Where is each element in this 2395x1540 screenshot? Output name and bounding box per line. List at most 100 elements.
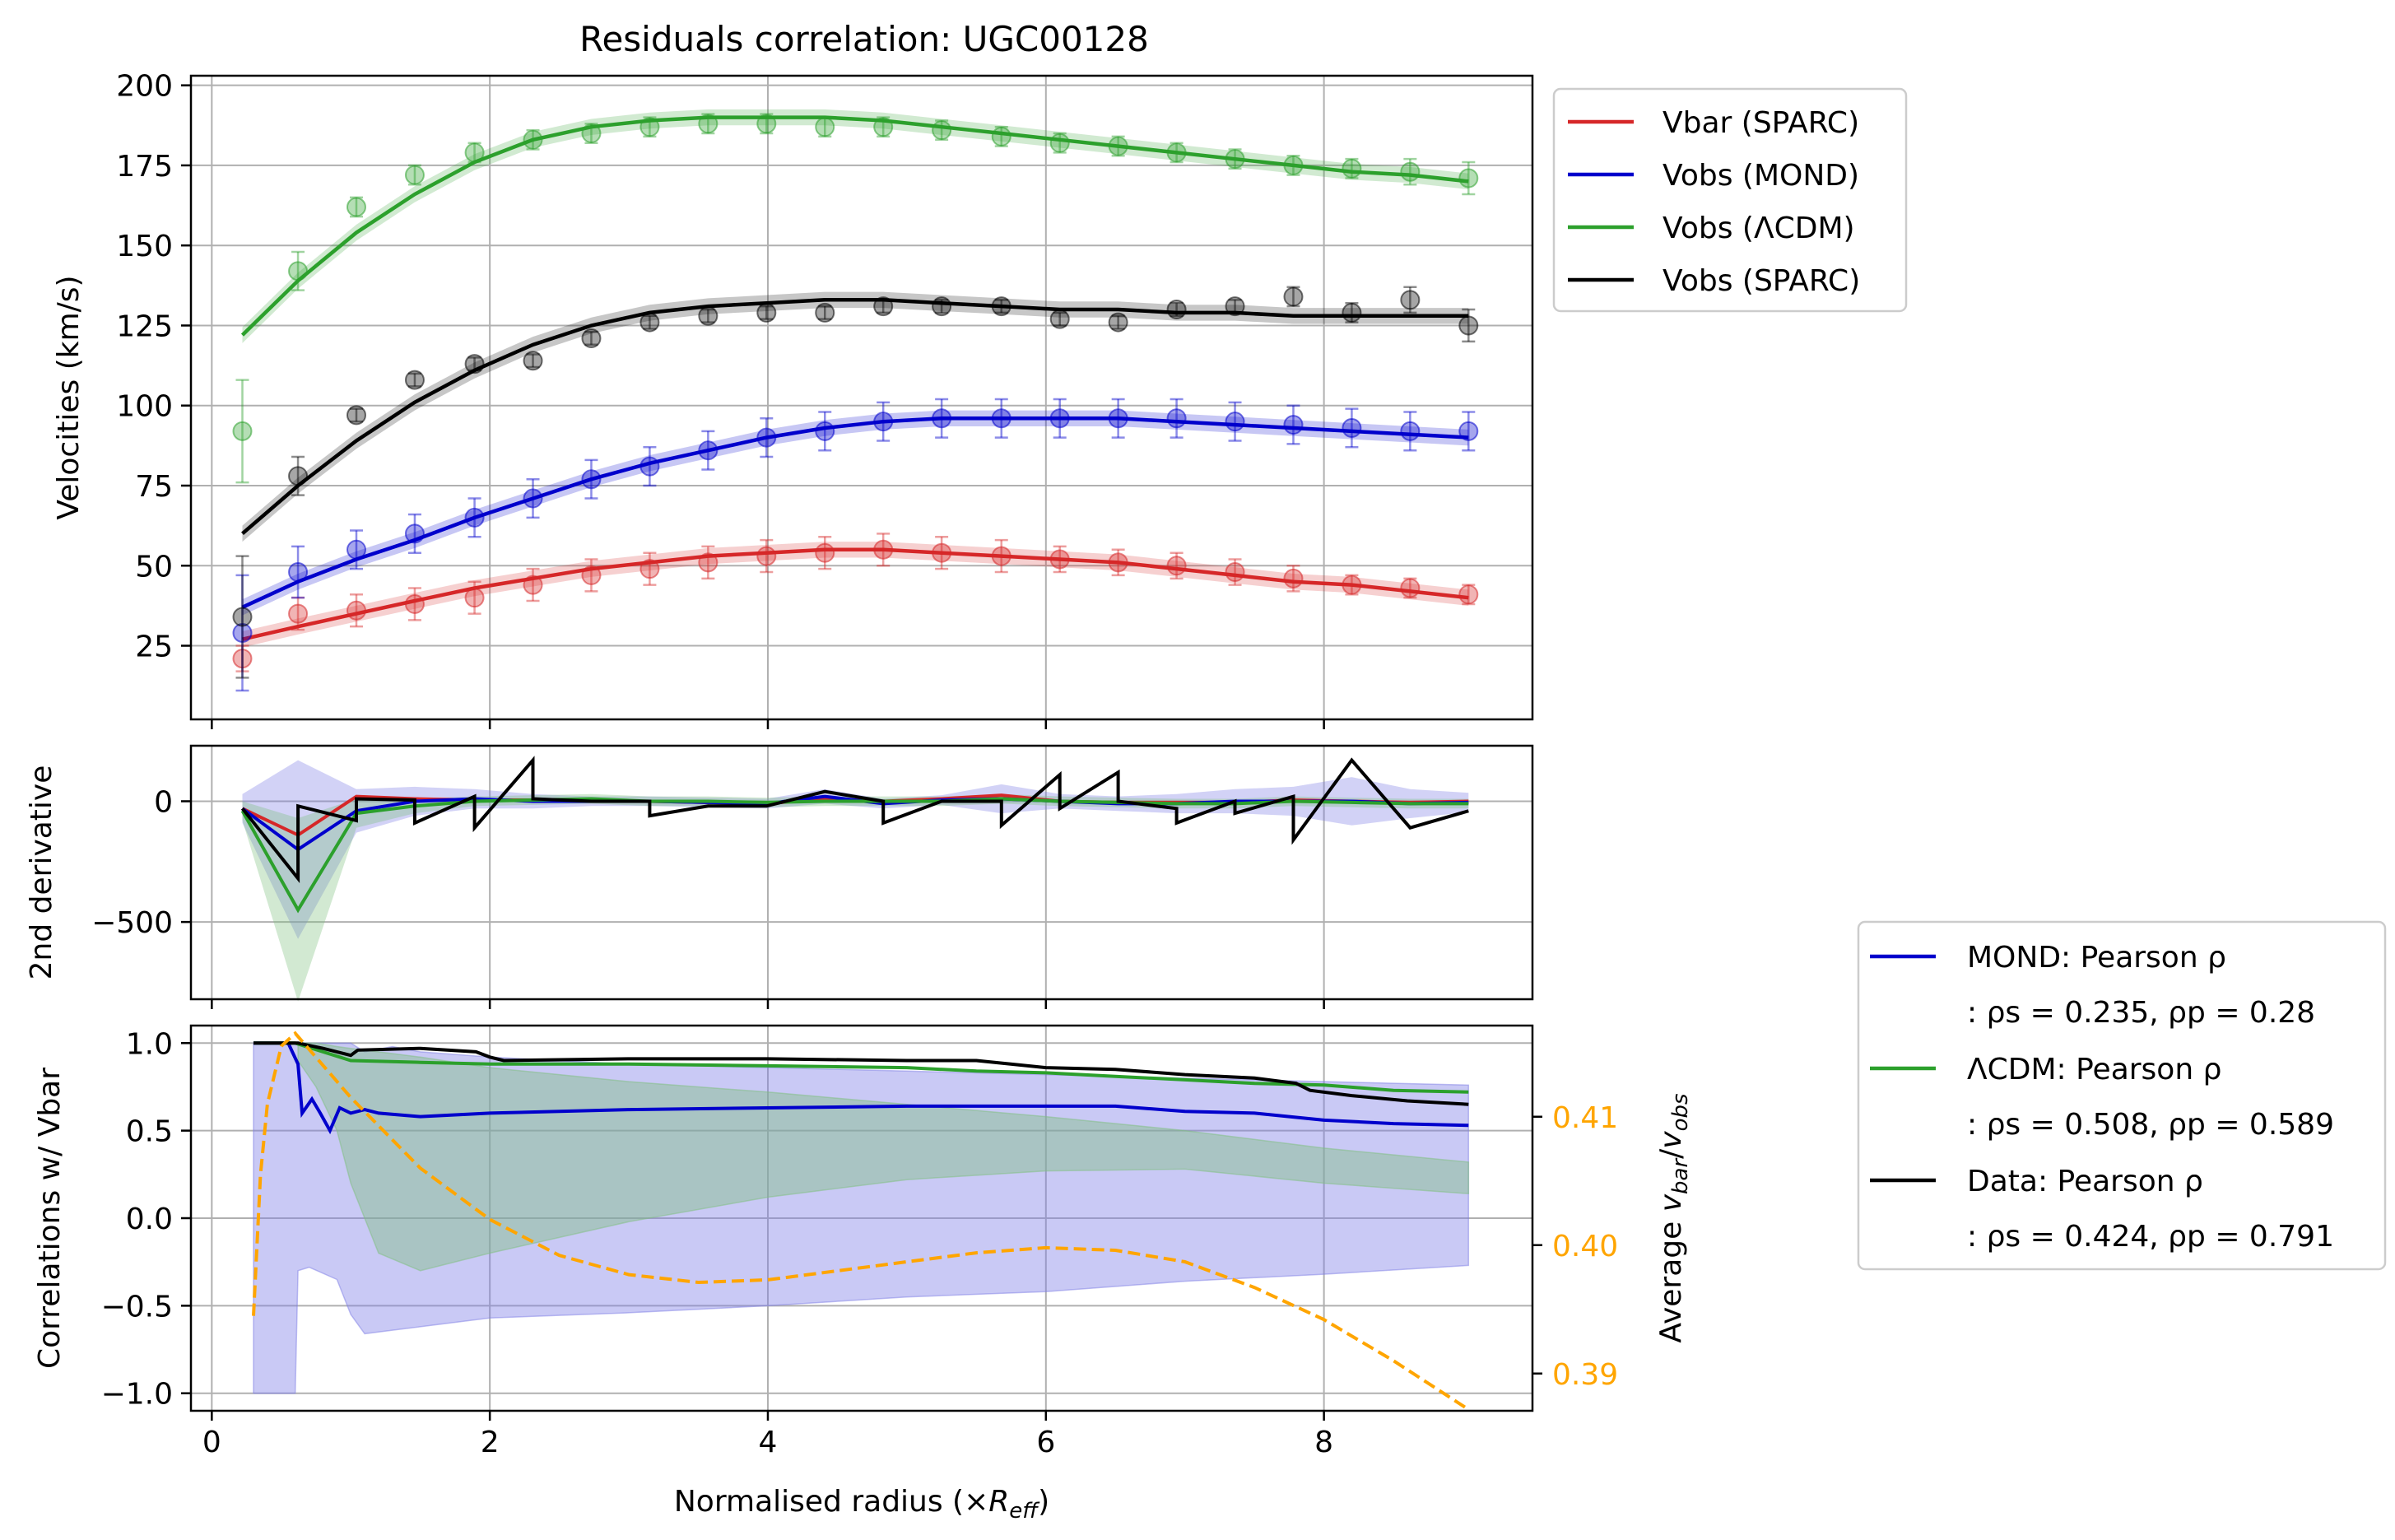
y-tick-label: 50 bbox=[135, 550, 173, 584]
data-point-vobs-sparc- bbox=[523, 351, 543, 371]
chart-title: Residuals correlation: UGC00128 bbox=[579, 19, 1149, 59]
x-tick-label: 2 bbox=[481, 1426, 500, 1459]
data-point-vobs-cdm- bbox=[346, 197, 367, 217]
y-tick-label: 175 bbox=[116, 150, 173, 184]
y-tick-label: 100 bbox=[116, 390, 173, 424]
legend-label: ΛCDM: Pearson ρ bbox=[1967, 1053, 2221, 1086]
data-point-vobs-mond- bbox=[1342, 417, 1362, 438]
velocities-frame bbox=[189, 74, 1534, 721]
x-tick-label: 6 bbox=[1036, 1426, 1055, 1459]
velocities-plot-area bbox=[232, 109, 1479, 692]
data-point-vobs-cdm- bbox=[991, 126, 1011, 147]
legend-label: Data: Pearson ρ bbox=[1967, 1165, 2203, 1198]
y-tick-label: 0.0 bbox=[126, 1203, 173, 1236]
data-point-vobs-cdm- bbox=[1049, 133, 1070, 153]
data-point-vobs-sparc- bbox=[232, 607, 253, 627]
velocities-y-ticks: 25 50 75 100 125 150 175 200 bbox=[116, 70, 191, 664]
right-tick-label: 0.41 bbox=[1552, 1101, 1618, 1135]
data-point-vobs-sparc- bbox=[932, 296, 952, 317]
data-point-vobs-sparc- bbox=[1108, 312, 1128, 333]
fit-band-vbar-sparc- bbox=[242, 542, 1469, 648]
legend-stats: : ρs = 0.508, ρp = 0.589 bbox=[1967, 1108, 2334, 1142]
mond-derivative-band bbox=[242, 760, 1469, 939]
data-point-vobs-cdm- bbox=[815, 117, 835, 137]
fit-line-vobs-cdm- bbox=[240, 115, 1469, 337]
data-point-vobs-sparc- bbox=[346, 405, 367, 426]
legend-stats: : ρs = 0.235, ρp = 0.28 bbox=[1967, 996, 2315, 1030]
legend-frame bbox=[1552, 87, 1908, 313]
data-point-vobs-sparc- bbox=[1166, 300, 1187, 320]
data-point-vobs-mond- bbox=[1283, 415, 1304, 435]
data-point-vobs-mond- bbox=[815, 421, 835, 441]
second-derivative-y-ticks: 0 −500 bbox=[91, 785, 191, 940]
velocities-legend-items: Vbar (SPARC) Vobs (MOND) Vobs (ΛCDM) Vobs (… bbox=[1568, 106, 1860, 298]
second-derivative-x-ticks bbox=[211, 999, 1325, 1009]
data-point-vobs-sparc- bbox=[1400, 290, 1421, 310]
fit-line-vobs-sparc- bbox=[241, 298, 1469, 536]
-cdm-band bbox=[297, 1042, 1470, 1272]
correlation-line-data bbox=[253, 1041, 1469, 1106]
data-point-vobs-sparc- bbox=[698, 305, 718, 326]
y-tick-label: 25 bbox=[135, 630, 173, 664]
correlations-x-ticks: 0 2 4 6 8 bbox=[202, 1411, 1333, 1459]
data-point-vbar-sparc- bbox=[815, 542, 835, 563]
data-point-vbar-sparc- bbox=[1166, 556, 1187, 576]
data-point-vbar-sparc- bbox=[232, 649, 253, 669]
second-derivative-frame bbox=[189, 744, 1534, 1001]
y-tick-label: 1.0 bbox=[126, 1027, 173, 1061]
lcdm-derivative-band bbox=[242, 793, 1469, 1002]
y-tick-label: 0 bbox=[154, 785, 173, 819]
correlations-plot-area bbox=[252, 1031, 1470, 1412]
derivative-line-data bbox=[240, 756, 1469, 884]
data-point-vbar-sparc- bbox=[1225, 562, 1245, 583]
second-derivative-y-label: 2nd derivative bbox=[25, 765, 58, 980]
right-tick-label: 0.40 bbox=[1552, 1230, 1618, 1263]
data-point-vobs-mond- bbox=[232, 622, 253, 643]
data-point-vobs-mond- bbox=[1400, 421, 1421, 441]
data-point-vobs-cdm- bbox=[932, 120, 952, 141]
x-tick-label: 4 bbox=[759, 1426, 778, 1459]
x-tick-label: 0 bbox=[202, 1426, 221, 1459]
data-point-vobs-cdm- bbox=[232, 421, 253, 441]
y-tick-label: −500 bbox=[91, 906, 173, 940]
right-y-label: Average vbar/vobs bbox=[1654, 1093, 1693, 1342]
correlations-legend: MOND: Pearson ρ : ρs = 0.235, ρp = 0.28 ΛC… bbox=[1857, 920, 2387, 1271]
data-point-vbar-sparc- bbox=[1283, 568, 1304, 589]
y-tick-label: −1.0 bbox=[101, 1378, 173, 1412]
correlations-legend-items: MOND: Pearson ρ : ρs = 0.235, ρp = 0.28 ΛC… bbox=[1870, 941, 2334, 1254]
y-tick-label: 200 bbox=[116, 70, 173, 104]
data-point-vbar-sparc- bbox=[1458, 584, 1479, 605]
velocities-x-ticks bbox=[211, 719, 1325, 729]
data-point-vobs-sparc- bbox=[756, 302, 777, 323]
data-point-vobs-sparc- bbox=[1283, 286, 1304, 307]
x-tick-label: 8 bbox=[1314, 1426, 1333, 1459]
correlation-line--cdm bbox=[253, 1041, 1469, 1094]
data-point-vbar-sparc- bbox=[1400, 578, 1421, 598]
data-point-vobs-mond- bbox=[1225, 412, 1245, 432]
data-point-vobs-sparc- bbox=[581, 328, 602, 349]
legend-label: MOND: Pearson ρ bbox=[1967, 941, 2226, 975]
y-tick-label: 0.5 bbox=[126, 1115, 173, 1149]
x-axis-label: Normalised radius (×Reff) bbox=[674, 1485, 1049, 1524]
y-tick-label: 75 bbox=[135, 470, 173, 504]
data-point-vobs-cdm- bbox=[756, 114, 777, 134]
correlation-line-mond bbox=[253, 1041, 1469, 1135]
y-tick-label: −0.5 bbox=[101, 1290, 173, 1324]
derivative-line--cdm bbox=[240, 797, 1469, 914]
y-tick-label: 125 bbox=[116, 309, 173, 343]
data-point-vobs-cdm- bbox=[1458, 168, 1479, 188]
velocities-panel: 25 50 75 100 125 150 175 200 Velocities (km/s) bbox=[52, 70, 1534, 729]
fit-line-vbar-sparc- bbox=[241, 547, 1469, 641]
correlations-y-label: Correlations w/ Vbar bbox=[33, 1068, 67, 1369]
data-point-vobs-sparc- bbox=[1342, 302, 1362, 323]
second-derivative-panel: 0 −500 2nd derivative bbox=[25, 744, 1534, 1009]
data-point-vobs-sparc- bbox=[1458, 315, 1479, 336]
right-tick-label: 0.39 bbox=[1552, 1358, 1618, 1392]
fit-line-vobs-mond- bbox=[241, 416, 1469, 609]
legend-stats: : ρs = 0.424, ρp = 0.791 bbox=[1967, 1220, 2334, 1254]
data-point-vobs-sparc- bbox=[1049, 309, 1070, 329]
legend-label: Vobs (SPARC) bbox=[1663, 264, 1860, 298]
data-point-vobs-sparc- bbox=[1225, 296, 1245, 317]
data-point-vbar-sparc- bbox=[756, 546, 777, 566]
legend-label: Vbar (SPARC) bbox=[1663, 106, 1859, 140]
